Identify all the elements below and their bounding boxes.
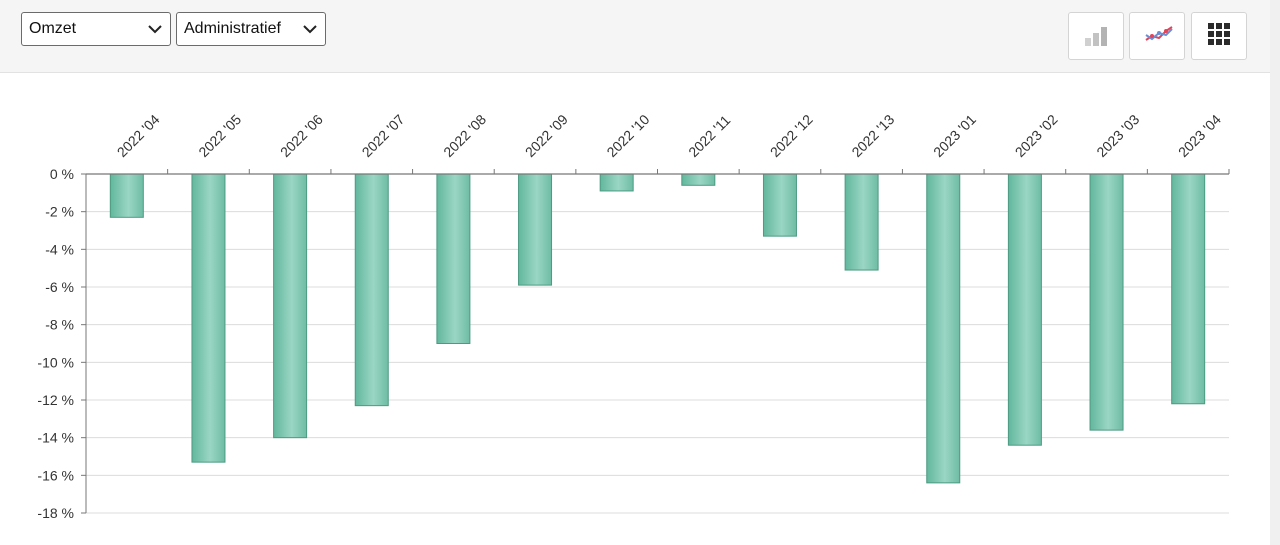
chevron-down-icon — [303, 25, 317, 34]
grid-table-button[interactable] — [1191, 12, 1247, 60]
bar[interactable] — [109, 173, 144, 218]
metric-select[interactable]: Omzet — [21, 12, 171, 46]
x-tick-label: 2023 '04 — [1175, 111, 1224, 160]
bar[interactable] — [844, 173, 879, 271]
bar[interactable] — [681, 173, 716, 186]
y-tick-label: -14 % — [37, 430, 74, 446]
bar[interactable] — [926, 173, 961, 484]
bar[interactable] — [518, 173, 553, 286]
line-chart-button[interactable] — [1129, 12, 1185, 60]
bar-chart: 0 % -2 % -4 % -6 % -8 % -10 % -12 % -14 % -16 % -… — [37, 111, 1230, 521]
y-tick-label: -12 % — [37, 392, 74, 408]
line-chart-icon — [1145, 26, 1173, 41]
bar[interactable] — [762, 173, 797, 237]
bars — [109, 173, 1206, 484]
bar-chart-button[interactable] — [1068, 12, 1124, 60]
bar[interactable] — [1171, 173, 1206, 405]
department-select-value: Administratief — [184, 20, 281, 37]
bar[interactable] — [1089, 173, 1124, 431]
y-tick-label: -8 % — [45, 317, 74, 333]
x-tick-labels: 2022 '04 2022 '05 2022 '06 2022 '07 2022 '08… — [114, 111, 1224, 160]
x-tick-label: 2022 '12 — [767, 111, 816, 160]
x-tick-label: 2022 '04 — [114, 111, 163, 160]
y-tick-label: -16 % — [37, 467, 74, 483]
x-tick-label: 2022 '05 — [195, 111, 244, 160]
x-tick-label: 2022 '10 — [603, 111, 652, 160]
y-tick-label: 0 % — [50, 166, 74, 182]
bar-chart-icon — [1085, 27, 1107, 46]
vertical-scrollbar[interactable] — [1270, 0, 1280, 545]
y-tick-label: -4 % — [45, 241, 74, 257]
x-tick-label: 2022 '09 — [522, 111, 571, 160]
x-tick-label: 2023 '03 — [1093, 111, 1142, 160]
y-tick-label: -6 % — [45, 279, 74, 295]
toolbar: Omzet Administratief — [0, 0, 1270, 73]
y-tick-label: -18 % — [37, 505, 74, 521]
axes — [81, 169, 1230, 514]
x-tick-label: 2022 '06 — [277, 111, 326, 160]
bar[interactable] — [354, 173, 389, 407]
bar[interactable] — [191, 173, 226, 463]
y-tick-labels: 0 % -2 % -4 % -6 % -8 % -10 % -12 % -14 % -16 % -… — [37, 166, 74, 521]
bar[interactable] — [599, 173, 634, 192]
grid-table-icon — [1208, 23, 1230, 45]
y-tick-label: -2 % — [45, 204, 74, 220]
bar[interactable] — [436, 173, 471, 344]
metric-select-value: Omzet — [29, 20, 77, 37]
y-tick-label: -10 % — [37, 354, 74, 370]
bar[interactable] — [1007, 173, 1042, 446]
x-tick-label: 2023 '02 — [1012, 111, 1061, 160]
x-tick-label: 2022 '07 — [359, 111, 408, 160]
x-tick-label: 2022 '11 — [685, 112, 733, 160]
chevron-down-icon — [148, 25, 162, 34]
department-select[interactable]: Administratief — [176, 12, 326, 46]
bar[interactable] — [273, 173, 308, 439]
x-tick-label: 2022 '08 — [440, 111, 489, 160]
grid-lines — [86, 211, 1229, 514]
x-tick-label: 2023 '01 — [930, 111, 979, 160]
x-tick-label: 2022 '13 — [848, 111, 897, 160]
